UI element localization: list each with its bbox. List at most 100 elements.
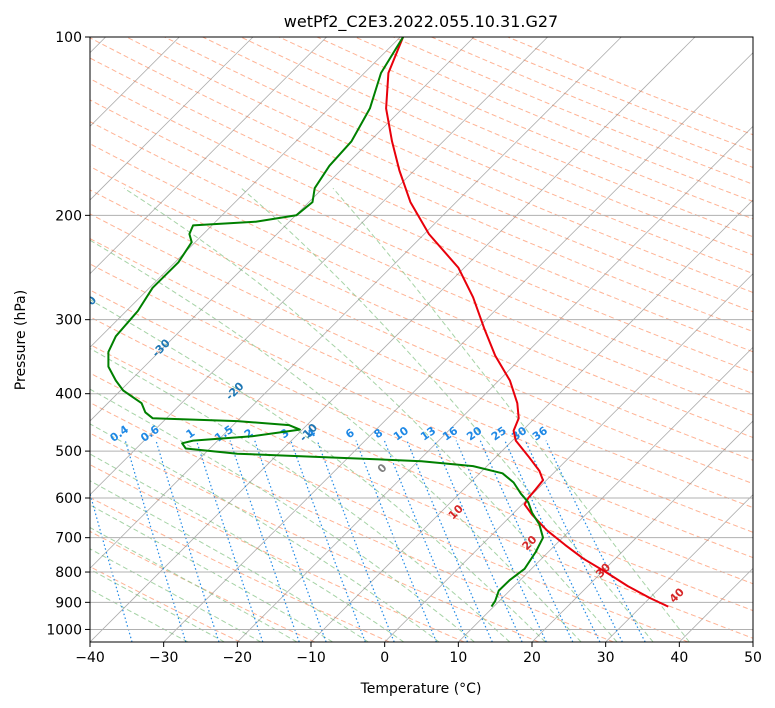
moist-adiabat xyxy=(90,548,262,642)
dry-adiabat xyxy=(90,464,465,642)
dry-adiabat xyxy=(90,99,753,395)
x-tick-label: 40 xyxy=(670,650,688,666)
y-tick-label: 900 xyxy=(55,595,82,611)
mixing-ratio-line xyxy=(545,440,646,642)
moist-adiabat xyxy=(90,480,369,642)
dry-adiabat xyxy=(90,238,753,533)
dry-adiabat xyxy=(90,289,753,585)
y-tick-label: 100 xyxy=(55,30,82,46)
isotherm-line xyxy=(237,125,753,642)
mixing-ratio-label: 16 xyxy=(440,424,460,444)
x-axis-label: Temperature (°C) xyxy=(360,681,482,697)
dry-adiabat xyxy=(90,316,753,612)
isotherm-label: -50 xyxy=(2,250,25,273)
series-line xyxy=(107,37,544,608)
mixing-ratio-label: 10 xyxy=(391,424,411,444)
isotherm-label: -40 xyxy=(76,293,99,316)
mixing-ratio-line xyxy=(406,440,493,642)
dry-adiabat xyxy=(431,37,753,169)
moist-adiabat xyxy=(90,239,582,642)
dry-adiabat xyxy=(90,566,241,642)
mixing-ratio-line xyxy=(195,440,264,642)
y-axis-ticks: 100 200 300 400 500 600 700 800 900 1000 xyxy=(46,30,90,638)
mixing-ratio-line xyxy=(433,440,523,642)
moist-adiabat xyxy=(332,187,690,642)
moist-adiabat xyxy=(90,453,404,642)
x-tick-label: −20 xyxy=(223,650,253,666)
moist-adiabat xyxy=(123,187,618,642)
x-axis-ticks: −40 −30 −20 −10 0 10 20 30 40 50 xyxy=(75,642,762,666)
mixing-ratio-line xyxy=(355,440,437,642)
isotherm-label: 10 xyxy=(446,502,466,522)
y-tick-label: 500 xyxy=(55,444,82,460)
x-tick-label: 0 xyxy=(380,650,389,666)
chart-title: wetPf2_C2E3.2022.055.10.31.G27 xyxy=(284,12,558,32)
y-tick-label: 600 xyxy=(55,491,82,507)
moist-adiabat xyxy=(90,504,333,642)
isotherm-line xyxy=(90,37,254,201)
profile-series xyxy=(107,37,669,608)
x-tick-label: 20 xyxy=(523,650,541,666)
dry-adiabat xyxy=(90,78,753,373)
moist-adiabat xyxy=(90,299,546,642)
y-tick-label: 800 xyxy=(55,565,82,581)
moist-adiabat xyxy=(90,388,475,642)
moist-adiabat xyxy=(90,423,440,642)
mixing-ratio-label: 25 xyxy=(489,424,509,443)
y-tick-label: 400 xyxy=(55,387,82,403)
isotherm-line xyxy=(605,494,753,642)
mixing-ratio-line xyxy=(383,440,469,642)
moist-adiabat xyxy=(240,187,654,642)
dry-adiabat xyxy=(90,402,614,642)
isotherm-line xyxy=(90,37,327,275)
dry-adiabat xyxy=(90,165,753,461)
mixing-ratio-label: 0.4 xyxy=(108,423,132,445)
mixing-ratio-label: 0.1 xyxy=(11,423,34,445)
isotherm-line xyxy=(163,52,753,642)
dry-adiabat xyxy=(90,37,753,333)
x-tick-label: −10 xyxy=(296,650,326,666)
dry-adiabat xyxy=(90,372,689,642)
isotherm-line xyxy=(310,199,753,642)
isotherm-line xyxy=(531,420,753,642)
dry-adiabat xyxy=(90,263,753,559)
pressure-grid xyxy=(90,37,753,630)
isotherm-line xyxy=(458,346,753,642)
y-tick-label: 300 xyxy=(55,313,82,329)
isotherm-line xyxy=(90,37,622,569)
isotherm-label: -30 xyxy=(150,336,173,359)
mixing-ratio-label: 20 xyxy=(464,424,484,444)
mixing-ratio-line xyxy=(290,440,366,642)
background-lines xyxy=(90,37,753,642)
x-tick-label: −30 xyxy=(149,650,179,666)
moist-adiabat xyxy=(90,588,189,642)
series-line xyxy=(385,37,669,608)
isotherm-label: -10 xyxy=(297,421,320,444)
isotherm-line xyxy=(752,641,753,642)
dry-adiabat xyxy=(90,530,315,642)
mixing-ratio-label: 13 xyxy=(418,424,438,443)
dry-adiabat xyxy=(90,189,753,485)
y-axis-label: Pressure (hPa) xyxy=(13,290,29,390)
y-tick-label: 1000 xyxy=(46,622,82,638)
dry-adiabat xyxy=(90,143,753,439)
plot-frame xyxy=(89,36,754,643)
mixing-ratio-line xyxy=(90,491,133,642)
dry-adiabat xyxy=(164,37,753,294)
dry-adiabat xyxy=(354,37,753,202)
mixing-ratio-label: 6 xyxy=(343,426,357,441)
isotherm-line xyxy=(90,37,401,348)
dry-adiabat xyxy=(90,213,753,509)
mixing-ratio-label: 2 xyxy=(242,426,256,441)
dry-adiabat xyxy=(90,57,753,353)
isotherm-line xyxy=(90,37,548,496)
dry-adiabat xyxy=(90,121,753,416)
isotherm-line xyxy=(384,273,753,642)
mixing-ratio-label: 1 xyxy=(184,426,198,441)
isotherm-line xyxy=(90,37,696,642)
moist-adiabat xyxy=(90,568,225,642)
dry-adiabat xyxy=(316,37,753,220)
isotherm-line xyxy=(679,567,753,642)
isotherm-label: 0 xyxy=(375,461,390,476)
